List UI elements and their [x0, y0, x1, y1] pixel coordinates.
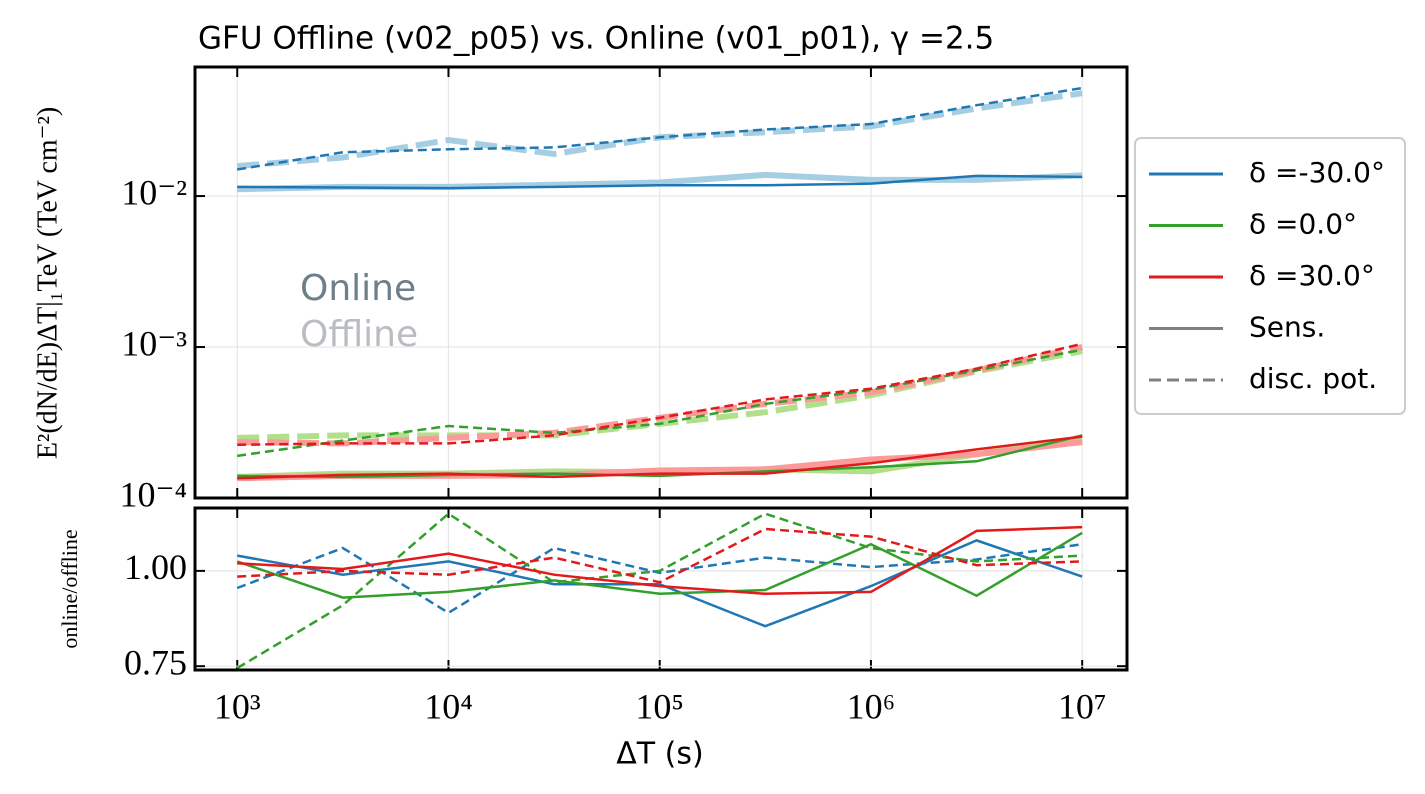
series-line: [236, 531, 1083, 599]
series-line: [237, 342, 1083, 447]
series-line: [237, 174, 1083, 190]
legend-label: δ =-30.0°: [1249, 156, 1385, 189]
x-tick-label: 10³: [214, 686, 261, 726]
y-tick-label: 10⁻⁴: [119, 474, 187, 514]
series-line: [236, 86, 1083, 171]
series-line: [236, 512, 1083, 670]
series-line: [237, 527, 1083, 584]
legend-label: δ =0.0°: [1249, 208, 1357, 241]
legend-label: disc. pot.: [1249, 362, 1377, 395]
x-tick-label: 10⁵: [635, 686, 684, 726]
series-line: [237, 435, 1083, 480]
series-line: [236, 542, 1083, 615]
x-axis-label: ΔT (s): [616, 737, 703, 772]
axes-frame: [193, 65, 1129, 500]
y-tick-label: 10⁻²: [121, 172, 187, 212]
y-tick-label: 10⁻³: [121, 323, 187, 363]
y-tick-label: 0.75: [124, 642, 187, 682]
annotation: Online: [300, 268, 416, 309]
y-tick-label: 1.00: [124, 547, 187, 587]
series-line: [237, 348, 1083, 458]
annotation: Offline: [300, 314, 418, 355]
x-tick-label: 10⁷: [1058, 686, 1107, 726]
plot-area: [236, 512, 1083, 670]
plot-area: [236, 86, 1083, 482]
legend-label: δ =30.0°: [1249, 259, 1375, 292]
series-line: [237, 525, 1083, 596]
x-tick-label: 10⁶: [847, 686, 896, 726]
legend-box: [1134, 137, 1406, 415]
series-line: [237, 434, 1083, 479]
y-axis-label: E²(dN/dE)ΔT|₁TeV (TeV cm⁻²): [32, 107, 63, 459]
legend-label: Sens.: [1249, 311, 1325, 344]
x-tick-label: 10⁴: [424, 686, 473, 726]
chart-title: GFU Offline (v02_p05) vs. Online (v01_p0…: [198, 21, 994, 57]
axes-frame: [193, 506, 1129, 672]
y-axis-label: online/offline: [57, 529, 82, 648]
